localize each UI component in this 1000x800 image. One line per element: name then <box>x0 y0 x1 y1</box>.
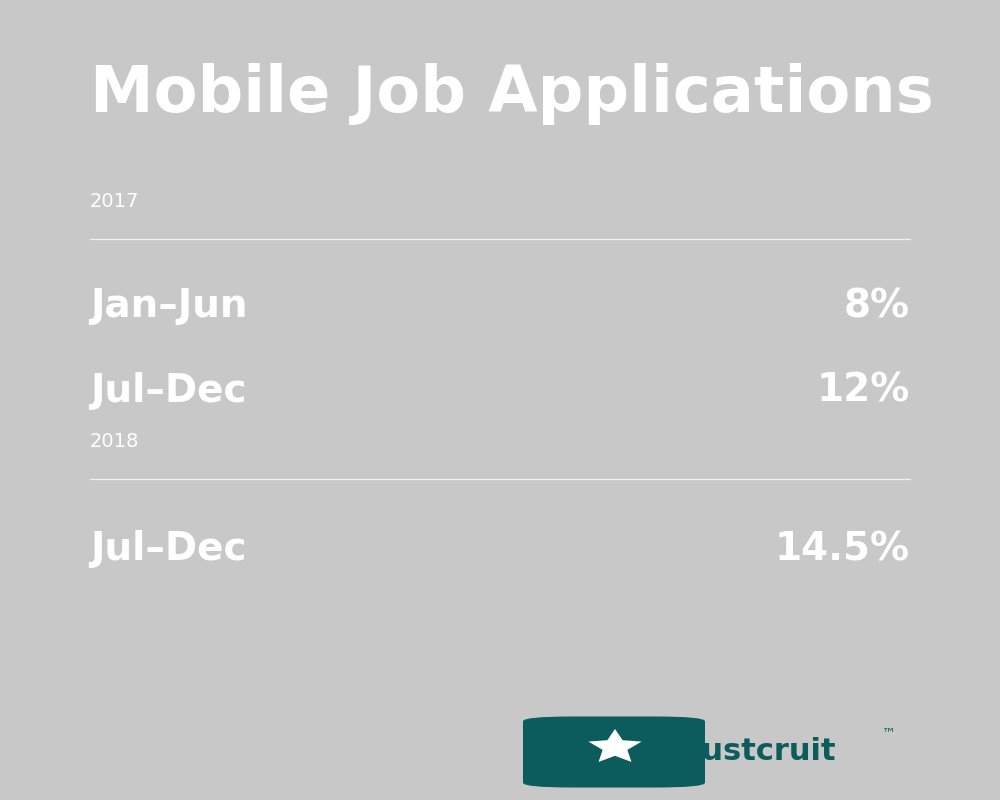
Text: Jul–Dec: Jul–Dec <box>90 530 246 568</box>
Polygon shape <box>588 729 642 762</box>
Text: Jan–Jun: Jan–Jun <box>90 287 248 326</box>
Text: Jul–Dec: Jul–Dec <box>90 372 246 410</box>
Text: 2017: 2017 <box>90 192 139 211</box>
FancyBboxPatch shape <box>523 717 705 787</box>
Text: ™: ™ <box>882 726 896 740</box>
Text: 14.5%: 14.5% <box>775 530 910 568</box>
Text: Trustcruit: Trustcruit <box>670 738 837 766</box>
Text: 12%: 12% <box>817 372 910 410</box>
Text: Mobile Job Applications: Mobile Job Applications <box>90 63 934 126</box>
Text: 2018: 2018 <box>90 431 139 450</box>
Text: 8%: 8% <box>844 287 910 326</box>
